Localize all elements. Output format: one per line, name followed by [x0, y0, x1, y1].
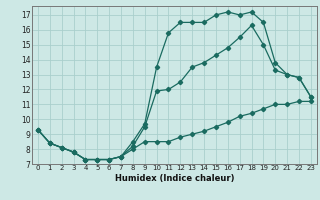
- X-axis label: Humidex (Indice chaleur): Humidex (Indice chaleur): [115, 174, 234, 183]
